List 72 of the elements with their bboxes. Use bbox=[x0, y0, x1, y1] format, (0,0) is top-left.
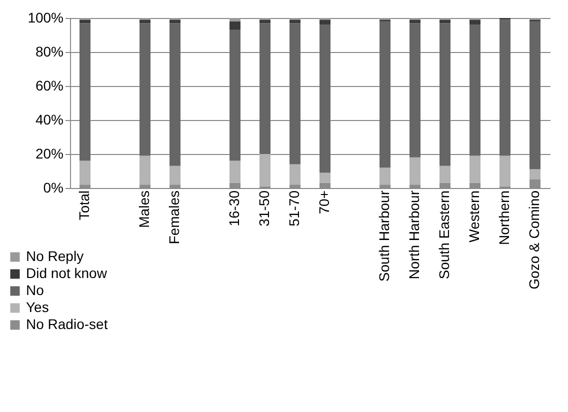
bar bbox=[230, 21, 240, 30]
x-tick-label: Western bbox=[466, 190, 482, 242]
x-tick-label: 31-50 bbox=[256, 190, 272, 226]
bar bbox=[230, 182, 240, 188]
bar bbox=[530, 21, 540, 170]
bar bbox=[260, 23, 270, 154]
bar bbox=[320, 172, 330, 183]
bar bbox=[470, 20, 480, 25]
bar bbox=[170, 166, 180, 185]
bar bbox=[470, 182, 480, 188]
legend-label: Yes bbox=[26, 299, 49, 315]
bar bbox=[530, 169, 540, 180]
bar bbox=[260, 154, 270, 186]
bar bbox=[440, 23, 450, 166]
x-tick-label: South Eastern bbox=[436, 190, 452, 280]
bar bbox=[170, 23, 180, 166]
y-tick-label: 60% bbox=[35, 78, 64, 94]
bar bbox=[230, 30, 240, 161]
x-tick-label: Females bbox=[166, 190, 182, 244]
bar bbox=[290, 23, 300, 164]
legend-label: Did not know bbox=[26, 265, 108, 281]
bar bbox=[500, 156, 510, 186]
bar bbox=[140, 20, 150, 24]
bar bbox=[290, 20, 300, 24]
bar bbox=[500, 20, 510, 156]
x-tick-label: Northern bbox=[496, 190, 512, 245]
bar bbox=[320, 20, 330, 25]
bar bbox=[440, 182, 450, 188]
x-tick-label: 51-70 bbox=[286, 190, 302, 226]
bar bbox=[80, 23, 90, 161]
y-tick-label: 100% bbox=[28, 10, 64, 26]
legend-label: No Reply bbox=[26, 248, 84, 264]
bar bbox=[170, 20, 180, 24]
bar bbox=[230, 18, 240, 22]
bar bbox=[380, 168, 390, 185]
bar bbox=[290, 184, 300, 188]
bar bbox=[80, 20, 90, 24]
x-tick-label: 70+ bbox=[316, 190, 332, 214]
x-tick-label: Gozo & Comino bbox=[526, 190, 542, 290]
x-tick-label: Total bbox=[76, 190, 92, 220]
bar bbox=[380, 21, 390, 168]
bar bbox=[470, 24, 480, 156]
y-tick-label: 0% bbox=[43, 180, 64, 196]
x-tick-label: South Harbour bbox=[376, 190, 392, 282]
bar bbox=[260, 20, 270, 24]
y-tick-label: 80% bbox=[35, 44, 64, 60]
bar bbox=[320, 24, 330, 173]
bar bbox=[440, 20, 450, 24]
y-tick-label: 20% bbox=[35, 146, 64, 162]
bar bbox=[410, 20, 420, 24]
bar bbox=[410, 23, 420, 158]
y-tick-label: 40% bbox=[35, 112, 64, 128]
bar bbox=[80, 160, 90, 185]
x-tick-label: North Harbour bbox=[406, 190, 422, 280]
bar bbox=[470, 156, 480, 183]
legend-label: No Radio-set bbox=[26, 316, 108, 332]
bar bbox=[140, 156, 150, 185]
bar bbox=[140, 23, 150, 156]
x-tick-label: Males bbox=[136, 190, 152, 228]
bar bbox=[530, 180, 540, 188]
bar bbox=[320, 182, 330, 188]
legend-label: No bbox=[26, 282, 44, 298]
bar bbox=[170, 184, 180, 188]
bar bbox=[290, 164, 300, 185]
bar bbox=[410, 157, 420, 185]
bar bbox=[80, 184, 90, 188]
bar bbox=[230, 160, 240, 183]
bar bbox=[410, 184, 420, 188]
bar bbox=[380, 184, 390, 188]
bar bbox=[440, 166, 450, 183]
x-tick-label: 16-30 bbox=[226, 190, 242, 226]
bar bbox=[140, 184, 150, 188]
